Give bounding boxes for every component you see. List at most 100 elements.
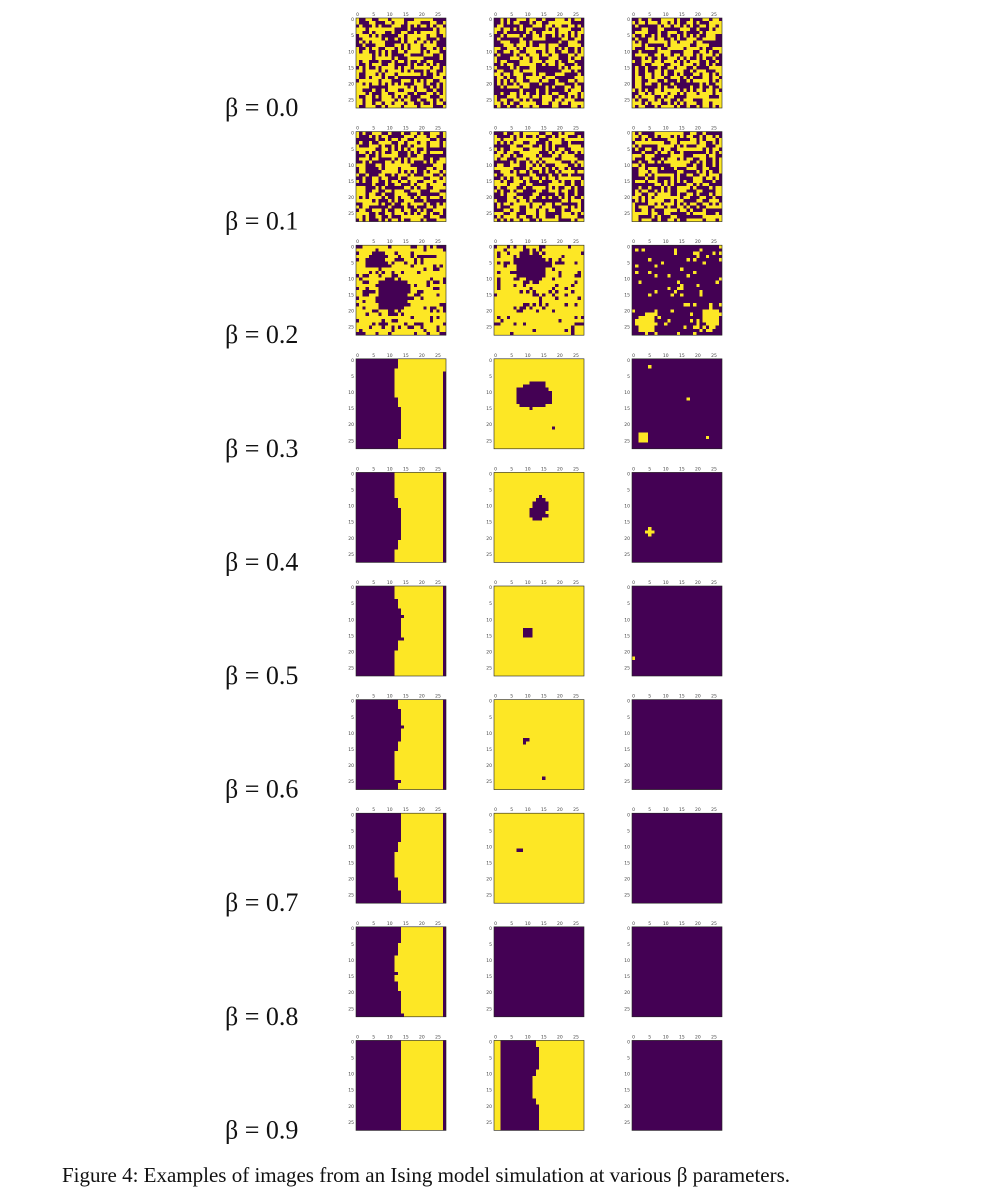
ising-panel: 00 5 5 10 10 15 15 20 20 25 25: [348, 921, 447, 1018]
panel-frame: [355, 926, 447, 1018]
spin-down-cells: [632, 131, 722, 222]
panel-frame: [631, 358, 723, 450]
panel-x-tick: 5: [372, 580, 375, 586]
panel-x-tick: 25: [573, 1034, 579, 1040]
panel-x-tick: 20: [695, 353, 701, 359]
panel-y-tick: 10: [624, 844, 630, 850]
panel-frame: [493, 699, 585, 790]
panel-y-tick: 0: [627, 926, 630, 932]
panel-y-tick: 5: [489, 488, 492, 494]
panel-background: [494, 813, 584, 904]
panel-x-tick: 25: [435, 466, 441, 472]
panel-x-tick: 10: [387, 239, 393, 245]
spin-down-cells: [494, 245, 584, 336]
panel-y-tick: 10: [624, 958, 630, 964]
panel-y-tick: 5: [489, 260, 492, 266]
spin-down-cells: [494, 131, 584, 222]
panel-y-tick: 25: [624, 552, 630, 558]
caption: Figure 4: Examples of images from an Isi…: [62, 1163, 790, 1187]
panel-x-tick: 10: [387, 580, 393, 586]
panel-y-tick: 0: [351, 812, 354, 818]
spin-down-cells: [356, 813, 446, 904]
panel-x-tick: 10: [387, 126, 393, 132]
panel-x-tick: 25: [435, 580, 441, 586]
panel-frame: [631, 472, 723, 563]
panel-x-tick: 5: [648, 921, 651, 927]
ising-panel: 00 5 5 10 10 15 15 20 20 25 25: [348, 580, 447, 677]
ising-panel: 00 5 5 10 10 15 15 20 20 25 25: [624, 921, 723, 1018]
panel-y-tick: 10: [486, 1072, 492, 1078]
panel-y-tick: 10: [624, 390, 630, 396]
panel-x-tick: 20: [419, 807, 425, 813]
spin-down-cells: [522, 738, 546, 780]
panel-x-tick: 20: [419, 921, 425, 927]
panel-y-tick: 15: [348, 520, 354, 526]
panel-frame: [493, 585, 585, 677]
panel-x-tick: 10: [663, 580, 669, 586]
spin-down-cells: [500, 1040, 539, 1131]
panel-y-tick: 10: [486, 163, 492, 169]
panel-y-tick: 5: [627, 1056, 630, 1062]
panel-y-tick: 25: [486, 552, 492, 558]
panel-y-tick: 25: [486, 211, 492, 217]
panel-y-tick: 5: [489, 601, 492, 607]
panel-x-tick: 10: [525, 1034, 531, 1040]
panel-x-tick: 20: [557, 466, 563, 472]
panel-y-tick: 5: [627, 942, 630, 948]
spin-down-cells: [356, 18, 446, 108]
panel-x-tick: 25: [711, 12, 717, 18]
panel-y-tick: 0: [351, 926, 354, 932]
panel-x-tick: 20: [695, 580, 701, 586]
panel-x-tick: 5: [372, 239, 375, 245]
panel-y-tick: 20: [624, 1104, 630, 1110]
panel-x-tick: 5: [648, 694, 651, 700]
ising-panel: 00 5 5 10 10 15 15 20 20 25 25: [486, 466, 585, 563]
panel-x-tick: 15: [541, 1034, 547, 1040]
panel-y-tick: 5: [351, 33, 354, 39]
panel-x-tick: 0: [356, 694, 359, 700]
panel-y-tick: 5: [351, 601, 354, 607]
spin-down-cells: [529, 494, 549, 521]
panel-y-tick: 0: [489, 1040, 492, 1046]
panel-y-tick: 25: [624, 893, 630, 899]
ising-panel: 00 5 5 10 10 15 15 20 20 25 25: [486, 1034, 585, 1131]
panel-y-tick: 10: [624, 617, 630, 623]
row-label: β = 0.8: [225, 1002, 298, 1031]
panel-y-tick: 20: [486, 309, 492, 315]
panel-y-tick: 10: [486, 617, 492, 623]
panel-x-tick: 5: [648, 807, 651, 813]
panel-x-tick: 5: [510, 353, 513, 359]
panel-x-tick: 15: [403, 239, 409, 245]
panel-x-tick: 20: [557, 807, 563, 813]
panel-y-tick: 25: [624, 1006, 630, 1012]
panel-y-tick: 5: [489, 942, 492, 948]
panel-y-tick: 20: [486, 649, 492, 655]
panel-x-tick: 10: [663, 1034, 669, 1040]
ising-panel: 00 5 5 10 10 15 15 20 20 25 25: [624, 353, 723, 450]
panel-x-tick: 20: [557, 580, 563, 586]
panel-y-tick: 10: [486, 49, 492, 55]
panel-x-tick: 10: [387, 1034, 393, 1040]
panel-x-tick: 20: [557, 239, 563, 245]
panel-x-tick: 0: [632, 1034, 635, 1040]
panel-y-tick: 5: [627, 147, 630, 153]
panel-x-tick: 10: [387, 807, 393, 813]
panel-y-tick: 15: [486, 179, 492, 185]
panel-y-tick: 25: [624, 325, 630, 331]
panel-x-tick: 0: [632, 466, 635, 472]
panel-x-tick: 15: [679, 694, 685, 700]
panel-y-tick: 5: [351, 260, 354, 266]
panel-y-tick: 0: [627, 17, 630, 23]
panel-y-tick: 25: [624, 438, 630, 444]
panel-x-tick: 10: [525, 580, 531, 586]
spin-down-cells: [356, 699, 446, 790]
panel-x-tick: 20: [557, 126, 563, 132]
ising-panel: 00 5 5 10 10 15 15 20 20 25 25: [348, 239, 447, 336]
panel-x-tick: 10: [663, 239, 669, 245]
panel-y-tick: 20: [624, 536, 630, 542]
panel-y-tick: 10: [348, 731, 354, 737]
panel-y-tick: 15: [486, 65, 492, 71]
panel-x-tick: 0: [494, 1034, 497, 1040]
panel-y-tick: 10: [348, 276, 354, 282]
panel-x-tick: 0: [356, 126, 359, 132]
